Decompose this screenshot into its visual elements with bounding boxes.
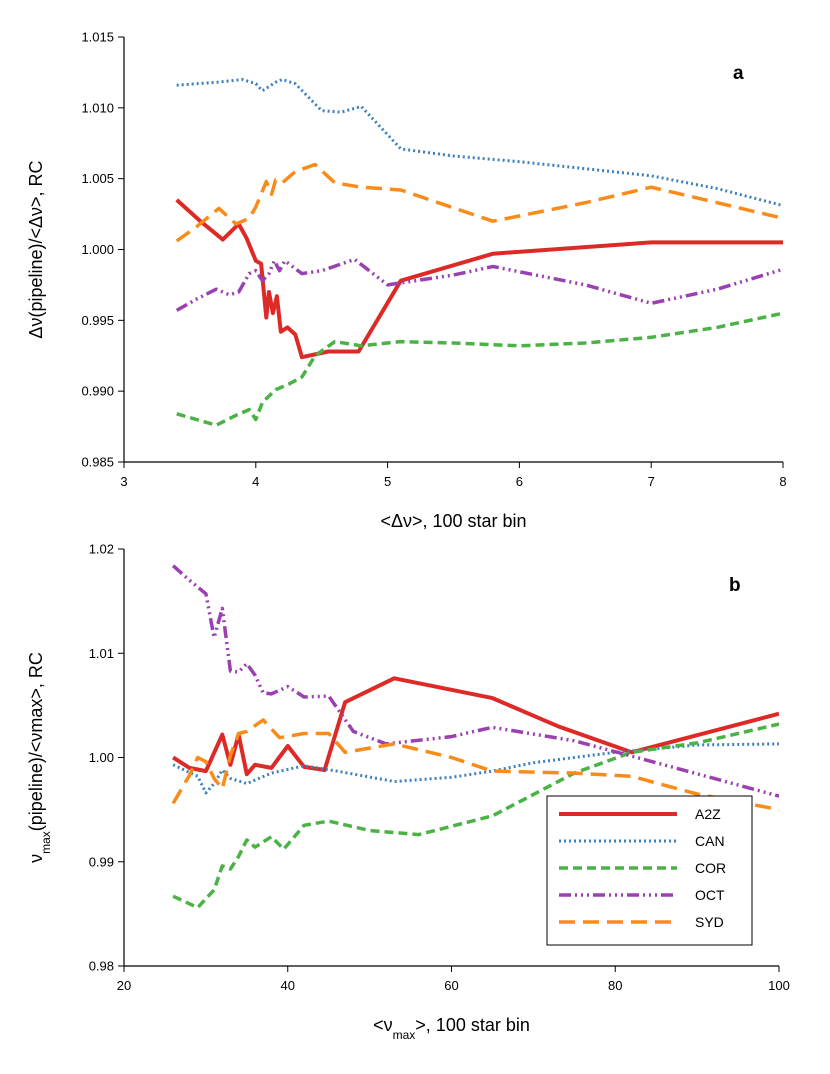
legend-label-oct: OCT — [695, 887, 725, 903]
panel-label: b — [729, 575, 741, 596]
x-tick-label: 8 — [779, 474, 786, 489]
x-tick-label: 6 — [516, 474, 523, 489]
chart-panel-b: 0.98 0.99 1.00 1.01 1.02 20 40 60 80 100 b <νmax>, … — [26, 542, 790, 1043]
series-line-a2z — [172, 676, 779, 777]
y-tick-label: 0.985 — [81, 455, 114, 470]
y-tick-label: 1.005 — [81, 171, 114, 186]
y-tick-label: 1.000 — [81, 242, 114, 257]
legend: A2Z CAN COR OCT SYD — [546, 795, 753, 946]
panel-label: a — [733, 63, 744, 84]
series-line-can — [176, 78, 783, 208]
x-tick-label: 5 — [384, 474, 391, 489]
x-axis-label: <Δν>, 100 star bin — [380, 511, 526, 531]
series-line-a2z — [175, 198, 783, 360]
series-group — [171, 564, 779, 910]
y-tick-label: 1.010 — [81, 100, 114, 115]
x-tick-label: 80 — [608, 978, 622, 993]
y-tick-label: 0.995 — [81, 313, 114, 328]
x-tick-label: 20 — [117, 978, 131, 993]
series-line-oct — [171, 564, 779, 798]
y-tick-label: 1.015 — [81, 30, 114, 45]
x-tick-label: 100 — [768, 978, 790, 993]
x-tick-label: 7 — [648, 474, 655, 489]
legend-label-can: CAN — [695, 833, 725, 849]
y-tick-label: 0.990 — [81, 384, 114, 399]
y-tick-label: 1.01 — [89, 646, 114, 661]
y-tick-label: 0.99 — [89, 854, 114, 869]
chart-panel-a: 0.985 0.990 0.995 1.000 1.005 1.010 1.015 3 4 5 6 7… — [26, 30, 787, 532]
x-tick-label: 40 — [281, 978, 295, 993]
x-tick-label: 4 — [252, 474, 259, 489]
y-axis-label: Δν(pipeline)/<Δν>, RC — [26, 160, 46, 338]
y-tick-label: 1.02 — [89, 542, 114, 557]
series-line-syd — [171, 718, 779, 812]
x-tick-label: 3 — [120, 474, 127, 489]
legend-label-cor: COR — [695, 860, 726, 876]
y-axis-label: νmax(pipeline)/<νmax>, RC — [26, 652, 53, 863]
x-axis-label: <νmax>, 100 star bin — [373, 1015, 530, 1042]
y-tick-label: 1.00 — [89, 750, 114, 765]
series-group — [175, 78, 783, 427]
series-line-cor — [176, 311, 783, 427]
x-tick-label: 60 — [444, 978, 458, 993]
legend-label-a2z: A2Z — [695, 806, 721, 822]
legend-label-syd: SYD — [695, 914, 724, 930]
y-tick-label: 0.98 — [89, 959, 114, 974]
legend-box — [546, 795, 753, 946]
series-line-syd — [175, 162, 783, 243]
